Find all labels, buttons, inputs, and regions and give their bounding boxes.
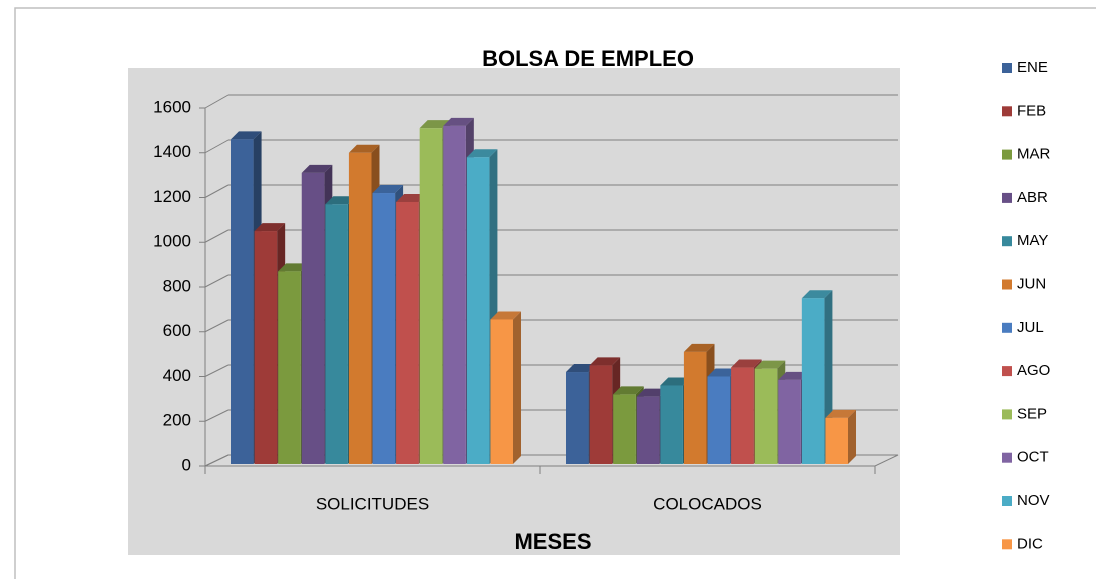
bar-top [443,117,474,126]
bar-top [231,131,262,140]
y-tick-label: 600 [163,321,191,340]
bar [372,193,396,464]
bar-top [683,343,715,352]
bar-top [278,263,309,272]
legend-label: MAY [1017,232,1048,249]
legend-label: SEP [1017,405,1047,422]
legend-label: NOV [1017,492,1050,509]
bar-top [660,377,691,386]
legend-label: MAR [1017,146,1051,163]
bar [466,157,490,464]
bar-top [466,149,498,158]
bar [396,201,419,464]
bar [825,417,848,464]
bar-top [589,357,621,366]
legend-swatch [1002,366,1012,377]
bar [683,351,707,464]
y-tick-label: 400 [163,366,191,385]
legend-label: ENE [1017,59,1048,76]
bar [301,172,325,464]
grid-line [204,184,229,198]
grid-line [204,139,229,154]
y-tick-label: 1200 [153,187,191,206]
grid-line [204,364,229,377]
bar-side [848,409,856,464]
bar [419,128,443,464]
frame [14,7,1096,579]
bar [566,372,589,464]
legend-swatch [1002,192,1012,203]
bar-top [801,290,833,299]
bar-top [372,185,404,194]
bar-top [778,371,809,380]
legend-swatch [1002,539,1012,550]
bar-top [254,223,286,232]
bar-top [754,360,786,369]
legend-swatch [1002,279,1012,290]
bar [589,365,613,464]
y-tick-label: 0 [182,455,191,474]
x-axis-title: MESES [514,529,591,554]
bar-top [325,196,356,205]
bar-top [396,193,427,202]
bar [707,376,731,464]
legend-swatch [1002,409,1012,420]
bar [801,298,825,464]
grid-line [204,319,229,333]
bar-top [731,359,762,368]
legend-label: ABR [1017,189,1048,206]
y-tick-label: 1400 [153,142,191,161]
bar [660,385,683,464]
bar-top [636,388,668,397]
bar-top [613,386,644,395]
bar [731,367,754,464]
y-tick-label: 1000 [153,232,191,251]
legend-label: AGO [1017,362,1050,379]
legend-swatch [1002,63,1012,73]
legend-swatch [1002,106,1012,117]
legend-label: JUN [1017,275,1046,292]
legend-label: FEB [1017,102,1046,119]
grid-line [204,229,229,243]
bar [325,204,348,464]
bar-top [707,368,739,377]
legend-swatch [1002,149,1012,160]
bar-top [490,311,521,320]
x-tick-label: SOLICITUDES [316,494,429,513]
bar [754,368,778,464]
bar [254,231,278,464]
bar-top [348,144,380,153]
bar-top [419,120,451,129]
legend-swatch [1002,322,1012,333]
y-tick-label: 200 [163,411,191,430]
legend-label: DIC [1017,535,1043,552]
chart-title: BOLSA DE EMPLEO [482,46,694,71]
bar [231,139,254,464]
bar [278,271,301,464]
y-tick-label: 1600 [153,97,191,116]
legend-swatch [1002,236,1012,247]
bar-top [301,164,333,173]
bar [443,125,466,465]
bar [778,379,801,464]
bar [613,394,636,464]
grid-line [204,94,229,109]
grid-line [204,274,229,288]
bar [490,319,513,464]
legend-swatch [1002,496,1012,506]
y-tick-label: 800 [163,276,191,295]
x-tick-label: COLOCADOS [653,494,762,513]
bar [636,396,660,464]
legend-label: JUL [1017,319,1044,336]
bar-top [566,364,597,373]
legend-swatch [1002,452,1012,463]
bar-top [825,409,856,418]
legend-label: OCT [1017,449,1049,466]
bar [348,152,372,464]
grid-line [204,454,229,467]
grid-line [204,409,229,422]
bar-side [513,311,521,464]
